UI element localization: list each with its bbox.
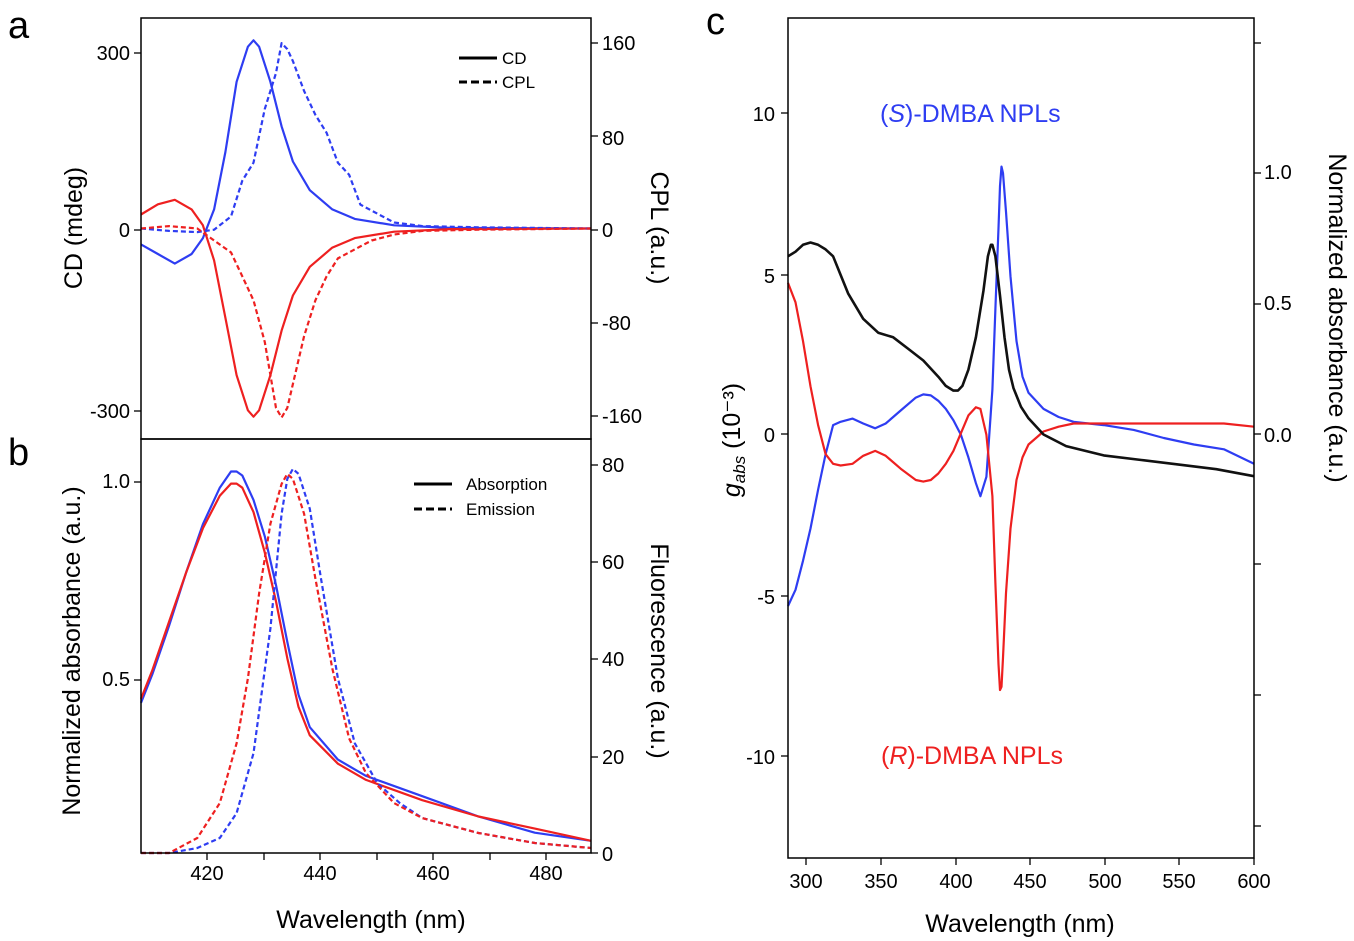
c-left-axis-label: gabs (10⁻³): [718, 383, 749, 497]
panel-a-red-solid-series: [140, 198, 592, 418]
b-right-tick: 40: [602, 649, 624, 671]
c-ann-s-open: (: [880, 100, 889, 128]
panel-b-blue-solid-series: [139, 470, 592, 842]
c-x-tick: 600: [1237, 871, 1270, 893]
b-right-tick: 20: [602, 747, 624, 769]
a-legend-cd: CD: [502, 49, 527, 68]
c-annotation-s-dmba: (S)-DMBA NPLs: [880, 100, 1061, 128]
b-x-tick: 480: [529, 863, 562, 885]
c-right-axis-label: Normalized absorbance (a.u.): [1323, 153, 1351, 482]
b-right-tick: 80: [602, 455, 624, 477]
series-layer: [139, 39, 1255, 855]
c-ann-s-close: )-DMBA NPLs: [905, 100, 1061, 128]
panel-b-blue-dashed-series: [141, 467, 592, 855]
b-x-tick: 460: [416, 863, 449, 885]
b-legend-emission: Emission: [466, 500, 535, 519]
b-right-axis-label: Fluorescence (a.u.): [645, 543, 673, 758]
a-right-axis-label: CPL (a.u.): [645, 171, 673, 284]
a-left-tick: 0: [119, 220, 130, 242]
panel-c-black-solid-series: [787, 241, 1255, 478]
panel-b-frame: [140, 438, 592, 854]
b-right-tick: 60: [602, 552, 624, 574]
a-right-tick: 0: [602, 220, 613, 242]
panel-c-red-solid-series: [786, 282, 1255, 692]
c-right-tick: 1.0: [1264, 162, 1292, 184]
panel-c-blue-solid-series: [787, 165, 1255, 607]
b-legend-absorption: Absorption: [466, 475, 547, 494]
panel-a-blue-dashed-series: [140, 42, 592, 234]
c-left-tick: 5: [764, 266, 775, 288]
a-right-tick: -160: [602, 406, 642, 428]
b-right-tick: 0: [602, 844, 613, 866]
a-right-tick: 80: [602, 128, 624, 150]
panel-a-blue-solid-series: [140, 39, 592, 265]
c-right-tick: 0.5: [1264, 293, 1292, 315]
a-right-tick: -80: [602, 313, 631, 335]
a-left-tick: 300: [97, 43, 130, 65]
c-x-tick: 400: [939, 871, 972, 893]
panel-c-frame: [787, 17, 1255, 859]
c-ann-r-close: )-DMBA NPLs: [907, 742, 1063, 770]
c-left-tick: -10: [746, 747, 775, 769]
c-left-tick: -5: [757, 587, 775, 609]
panel-a-red-dashed-series: [140, 225, 592, 419]
c-ann-r-italic: R: [889, 742, 907, 770]
c-x-tick: 350: [864, 871, 897, 893]
a-legend-cpl: CPL: [502, 73, 535, 92]
c-annotation-r-dmba: (R)-DMBA NPLs: [881, 742, 1063, 770]
panel-a-letter: a: [8, 5, 30, 47]
c-ann-r-open: (: [881, 742, 890, 770]
panel-b-red-solid-series: [139, 482, 592, 842]
b-left-axis-label: Normalized absorbance (a.u.): [58, 486, 86, 815]
c-left-tick: 0: [764, 425, 775, 447]
c-right-tick: 0.0: [1264, 425, 1292, 447]
panel-b-red-dashed-series: [141, 472, 592, 855]
c-left-axis-label-g: g: [718, 483, 746, 497]
c-x-tick: 550: [1162, 871, 1195, 893]
b-x-axis-label: Wavelength (nm): [276, 906, 465, 934]
tick-marks: [134, 42, 1261, 865]
c-left-axis-label-unit: (10⁻³): [718, 383, 746, 456]
c-x-axis-label: Wavelength (nm): [925, 910, 1114, 938]
a-left-axis-label: CD (mdeg): [60, 167, 88, 289]
panel-b-letter: b: [8, 432, 29, 474]
b-left-tick: 1.0: [102, 471, 130, 493]
b-left-tick: 0.5: [102, 669, 130, 691]
a-left-tick: -300: [90, 401, 130, 423]
panel-c-letter: c: [706, 1, 725, 43]
c-left-tick: 10: [753, 104, 775, 126]
a-right-tick: 160: [602, 33, 635, 55]
c-x-tick: 450: [1013, 871, 1046, 893]
c-ann-s-italic: S: [888, 100, 905, 128]
b-x-tick: 440: [303, 863, 336, 885]
b-x-tick: 420: [190, 863, 223, 885]
c-x-tick: 500: [1088, 871, 1121, 893]
c-left-axis-label-sub: abs: [730, 455, 749, 483]
c-x-tick: 300: [789, 871, 822, 893]
